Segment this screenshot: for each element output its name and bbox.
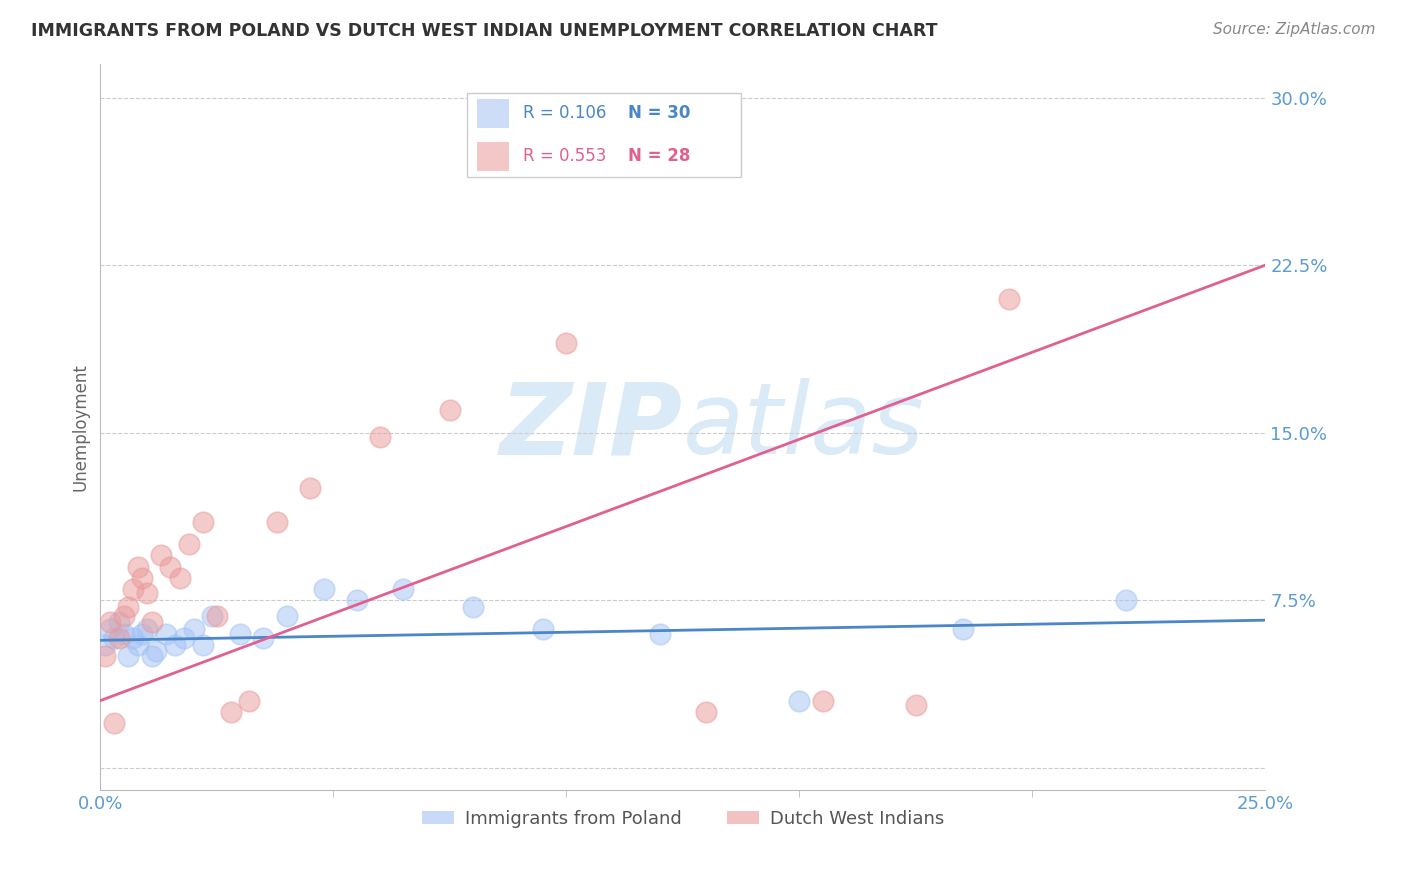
Point xyxy=(201,608,224,623)
Point xyxy=(122,631,145,645)
Point xyxy=(191,515,214,529)
Point xyxy=(141,615,163,630)
Point xyxy=(173,631,195,645)
Point xyxy=(952,622,974,636)
Text: N = 30: N = 30 xyxy=(628,104,690,122)
Text: Source: ZipAtlas.com: Source: ZipAtlas.com xyxy=(1212,22,1375,37)
Text: ZIP: ZIP xyxy=(501,378,683,475)
Point xyxy=(789,693,811,707)
Point xyxy=(117,599,139,614)
Point xyxy=(205,608,228,623)
Point xyxy=(346,593,368,607)
Text: atlas: atlas xyxy=(683,378,925,475)
Point xyxy=(266,515,288,529)
Point xyxy=(531,622,554,636)
Point xyxy=(695,705,717,719)
Legend: Immigrants from Poland, Dutch West Indians: Immigrants from Poland, Dutch West India… xyxy=(415,803,952,835)
Point xyxy=(145,644,167,658)
Point xyxy=(98,622,121,636)
Point xyxy=(439,403,461,417)
Bar xyxy=(477,99,509,128)
Point xyxy=(163,638,186,652)
Point xyxy=(112,626,135,640)
Point xyxy=(368,430,391,444)
Point xyxy=(94,648,117,663)
Point xyxy=(112,608,135,623)
Point xyxy=(904,698,927,712)
Point xyxy=(136,622,159,636)
Point xyxy=(177,537,200,551)
Point xyxy=(103,715,125,730)
Point xyxy=(998,292,1021,306)
Point xyxy=(392,582,415,596)
Point xyxy=(108,631,131,645)
FancyBboxPatch shape xyxy=(467,93,741,177)
Point xyxy=(131,626,153,640)
Point xyxy=(555,336,578,351)
Point xyxy=(94,638,117,652)
Point xyxy=(238,693,260,707)
Text: R = 0.553: R = 0.553 xyxy=(523,147,606,165)
Point xyxy=(229,626,252,640)
Point xyxy=(98,615,121,630)
Bar xyxy=(477,142,509,170)
Text: R = 0.106: R = 0.106 xyxy=(523,104,606,122)
Point xyxy=(131,571,153,585)
Point xyxy=(122,582,145,596)
Point xyxy=(117,648,139,663)
Point xyxy=(127,638,149,652)
Point xyxy=(155,626,177,640)
Point xyxy=(103,631,125,645)
Point xyxy=(1115,593,1137,607)
Point xyxy=(127,559,149,574)
Text: IMMIGRANTS FROM POLAND VS DUTCH WEST INDIAN UNEMPLOYMENT CORRELATION CHART: IMMIGRANTS FROM POLAND VS DUTCH WEST IND… xyxy=(31,22,938,40)
Text: N = 28: N = 28 xyxy=(628,147,690,165)
Point xyxy=(463,599,485,614)
Point xyxy=(252,631,274,645)
Point xyxy=(183,622,205,636)
Y-axis label: Unemployment: Unemployment xyxy=(72,363,89,491)
Point xyxy=(136,586,159,600)
Point xyxy=(159,559,181,574)
Point xyxy=(169,571,191,585)
Point xyxy=(276,608,298,623)
Point xyxy=(312,582,335,596)
Point xyxy=(299,482,322,496)
Point xyxy=(191,638,214,652)
Point xyxy=(811,693,834,707)
Point xyxy=(141,648,163,663)
Point xyxy=(149,549,172,563)
Point xyxy=(108,615,131,630)
Point xyxy=(648,626,671,640)
Point xyxy=(219,705,242,719)
